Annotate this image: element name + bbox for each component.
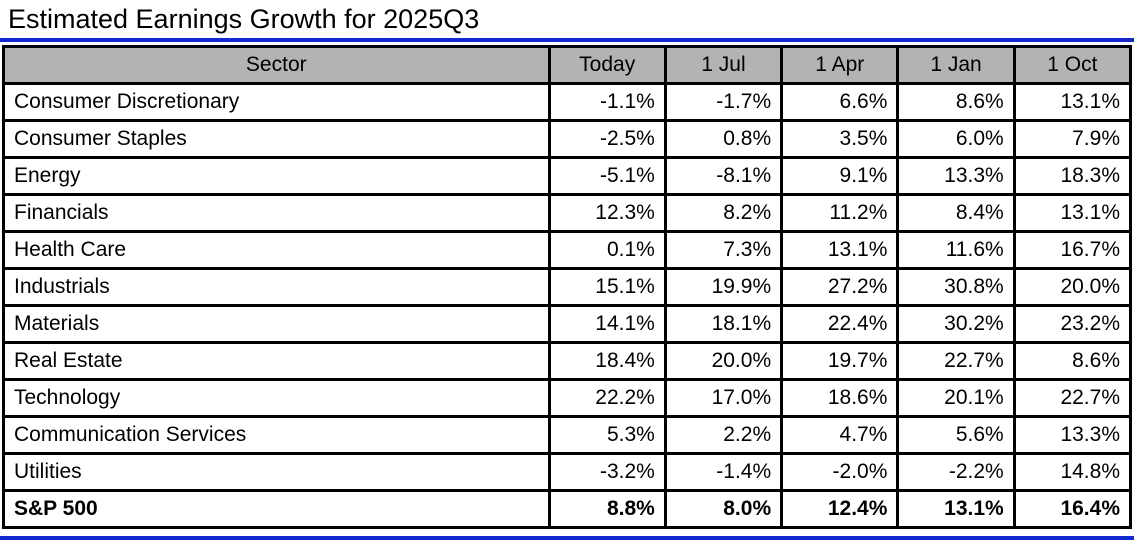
table-row: Utilities -3.2% -1.4% -2.0% -2.2% 14.8% [2, 452, 1133, 492]
value-cell: 8.4% [896, 193, 1016, 233]
sector-cell: Energy [2, 156, 551, 196]
value-cell: 22.7% [1012, 378, 1133, 418]
table-row: Technology 22.2% 17.0% 18.6% 20.1% 22.7% [2, 378, 1133, 418]
sector-cell: Financials [2, 193, 551, 233]
table-row: Communication Services 5.3% 2.2% 4.7% 5.6% 13… [2, 415, 1133, 455]
sector-cell: Materials [2, 304, 551, 344]
value-cell: 23.2% [1012, 304, 1133, 344]
value-cell: 22.2% [547, 378, 667, 418]
value-cell: 2.2% [663, 415, 784, 455]
sector-cell: Industrials [2, 267, 551, 307]
table-row: Industrials 15.1% 19.9% 27.2% 30.8% 20.0% [2, 267, 1133, 307]
earnings-growth-table: Sector Today 1 Jul 1 Apr 1 Jan 1 Oct Consumer… [2, 45, 1133, 529]
sector-cell: Consumer Staples [2, 119, 551, 159]
value-cell: 20.1% [896, 378, 1016, 418]
value-cell: 11.2% [780, 193, 900, 233]
value-cell: 0.1% [547, 230, 667, 270]
column-header-date: 1 Oct [1012, 45, 1133, 85]
value-cell: -5.1% [547, 156, 667, 196]
value-cell: 18.3% [1012, 156, 1133, 196]
value-cell: 9.1% [780, 156, 900, 196]
value-cell: 8.6% [1012, 341, 1133, 381]
value-cell: 18.1% [663, 304, 784, 344]
value-cell: 22.7% [896, 341, 1016, 381]
value-cell: 7.3% [663, 230, 784, 270]
value-cell: 17.0% [663, 378, 784, 418]
value-cell: 30.8% [896, 267, 1016, 307]
column-header-date: 1 Apr [780, 45, 900, 85]
value-cell: 14.8% [1012, 452, 1133, 492]
value-cell: 11.6% [896, 230, 1016, 270]
sector-cell: Communication Services [2, 415, 551, 455]
value-cell: 18.6% [780, 378, 900, 418]
value-cell: 27.2% [780, 267, 900, 307]
table-row: Energy -5.1% -8.1% 9.1% 13.3% 18.3% [2, 156, 1133, 196]
value-cell: 22.4% [780, 304, 900, 344]
sector-cell: S&P 500 [2, 489, 551, 529]
value-cell: 19.9% [663, 267, 784, 307]
value-cell: -8.1% [663, 156, 784, 196]
column-header-sector: Sector [2, 45, 551, 85]
value-cell: 12.4% [780, 489, 900, 529]
value-cell: 3.5% [780, 119, 900, 159]
sector-cell: Health Care [2, 230, 551, 270]
value-cell: 13.3% [1012, 415, 1133, 455]
value-cell: 13.1% [1012, 193, 1133, 233]
column-header-date: 1 Jan [896, 45, 1016, 85]
value-cell: 20.0% [1012, 267, 1133, 307]
bottom-rule [0, 536, 1134, 540]
table-row: Consumer Discretionary -1.1% -1.7% 6.6% 8.6%… [2, 82, 1133, 122]
value-cell: 7.9% [1012, 119, 1133, 159]
value-cell: 14.1% [547, 304, 667, 344]
table-row: S&P 500 8.8% 8.0% 12.4% 13.1% 16.4% [2, 489, 1133, 529]
value-cell: 30.2% [896, 304, 1016, 344]
value-cell: 13.1% [780, 230, 900, 270]
value-cell: -1.1% [547, 82, 667, 122]
value-cell: 8.0% [663, 489, 784, 529]
page-title: Estimated Earnings Growth for 2025Q3 [8, 4, 480, 34]
value-cell: 16.7% [1012, 230, 1133, 270]
value-cell: -2.0% [780, 452, 900, 492]
value-cell: -1.4% [663, 452, 784, 492]
value-cell: 5.3% [547, 415, 667, 455]
value-cell: 6.6% [780, 82, 900, 122]
value-cell: -1.7% [663, 82, 784, 122]
value-cell: 19.7% [780, 341, 900, 381]
value-cell: 5.6% [896, 415, 1016, 455]
header-row: Sector Today 1 Jul 1 Apr 1 Jan 1 Oct [2, 45, 1133, 85]
value-cell: 13.1% [1012, 82, 1133, 122]
value-cell: -2.5% [547, 119, 667, 159]
sector-cell: Utilities [2, 452, 551, 492]
column-header-date: 1 Jul [663, 45, 784, 85]
sector-cell: Technology [2, 378, 551, 418]
value-cell: -2.2% [896, 452, 1016, 492]
value-cell: 0.8% [663, 119, 784, 159]
column-header-date: Today [547, 45, 667, 85]
table-row: Materials 14.1% 18.1% 22.4% 30.2% 23.2% [2, 304, 1133, 344]
sector-cell: Consumer Discretionary [2, 82, 551, 122]
table-row: Consumer Staples -2.5% 0.8% 3.5% 6.0% 7.9% [2, 119, 1133, 159]
value-cell: 20.0% [663, 341, 784, 381]
title-underline-rule [0, 38, 1134, 42]
value-cell: 8.8% [547, 489, 667, 529]
table-body: Consumer Discretionary -1.1% -1.7% 6.6% 8.6%… [2, 82, 1133, 529]
value-cell: 4.7% [780, 415, 900, 455]
value-cell: 13.1% [896, 489, 1016, 529]
value-cell: 13.3% [896, 156, 1016, 196]
table-row: Health Care 0.1% 7.3% 13.1% 11.6% 16.7% [2, 230, 1133, 270]
value-cell: -3.2% [547, 452, 667, 492]
value-cell: 15.1% [547, 267, 667, 307]
table-row: Real Estate 18.4% 20.0% 19.7% 22.7% 8.6% [2, 341, 1133, 381]
value-cell: 18.4% [547, 341, 667, 381]
value-cell: 16.4% [1012, 489, 1133, 529]
value-cell: 6.0% [896, 119, 1016, 159]
value-cell: 12.3% [547, 193, 667, 233]
value-cell: 8.6% [896, 82, 1016, 122]
table-row: Financials 12.3% 8.2% 11.2% 8.4% 13.1% [2, 193, 1133, 233]
value-cell: 8.2% [663, 193, 784, 233]
sector-cell: Real Estate [2, 341, 551, 381]
